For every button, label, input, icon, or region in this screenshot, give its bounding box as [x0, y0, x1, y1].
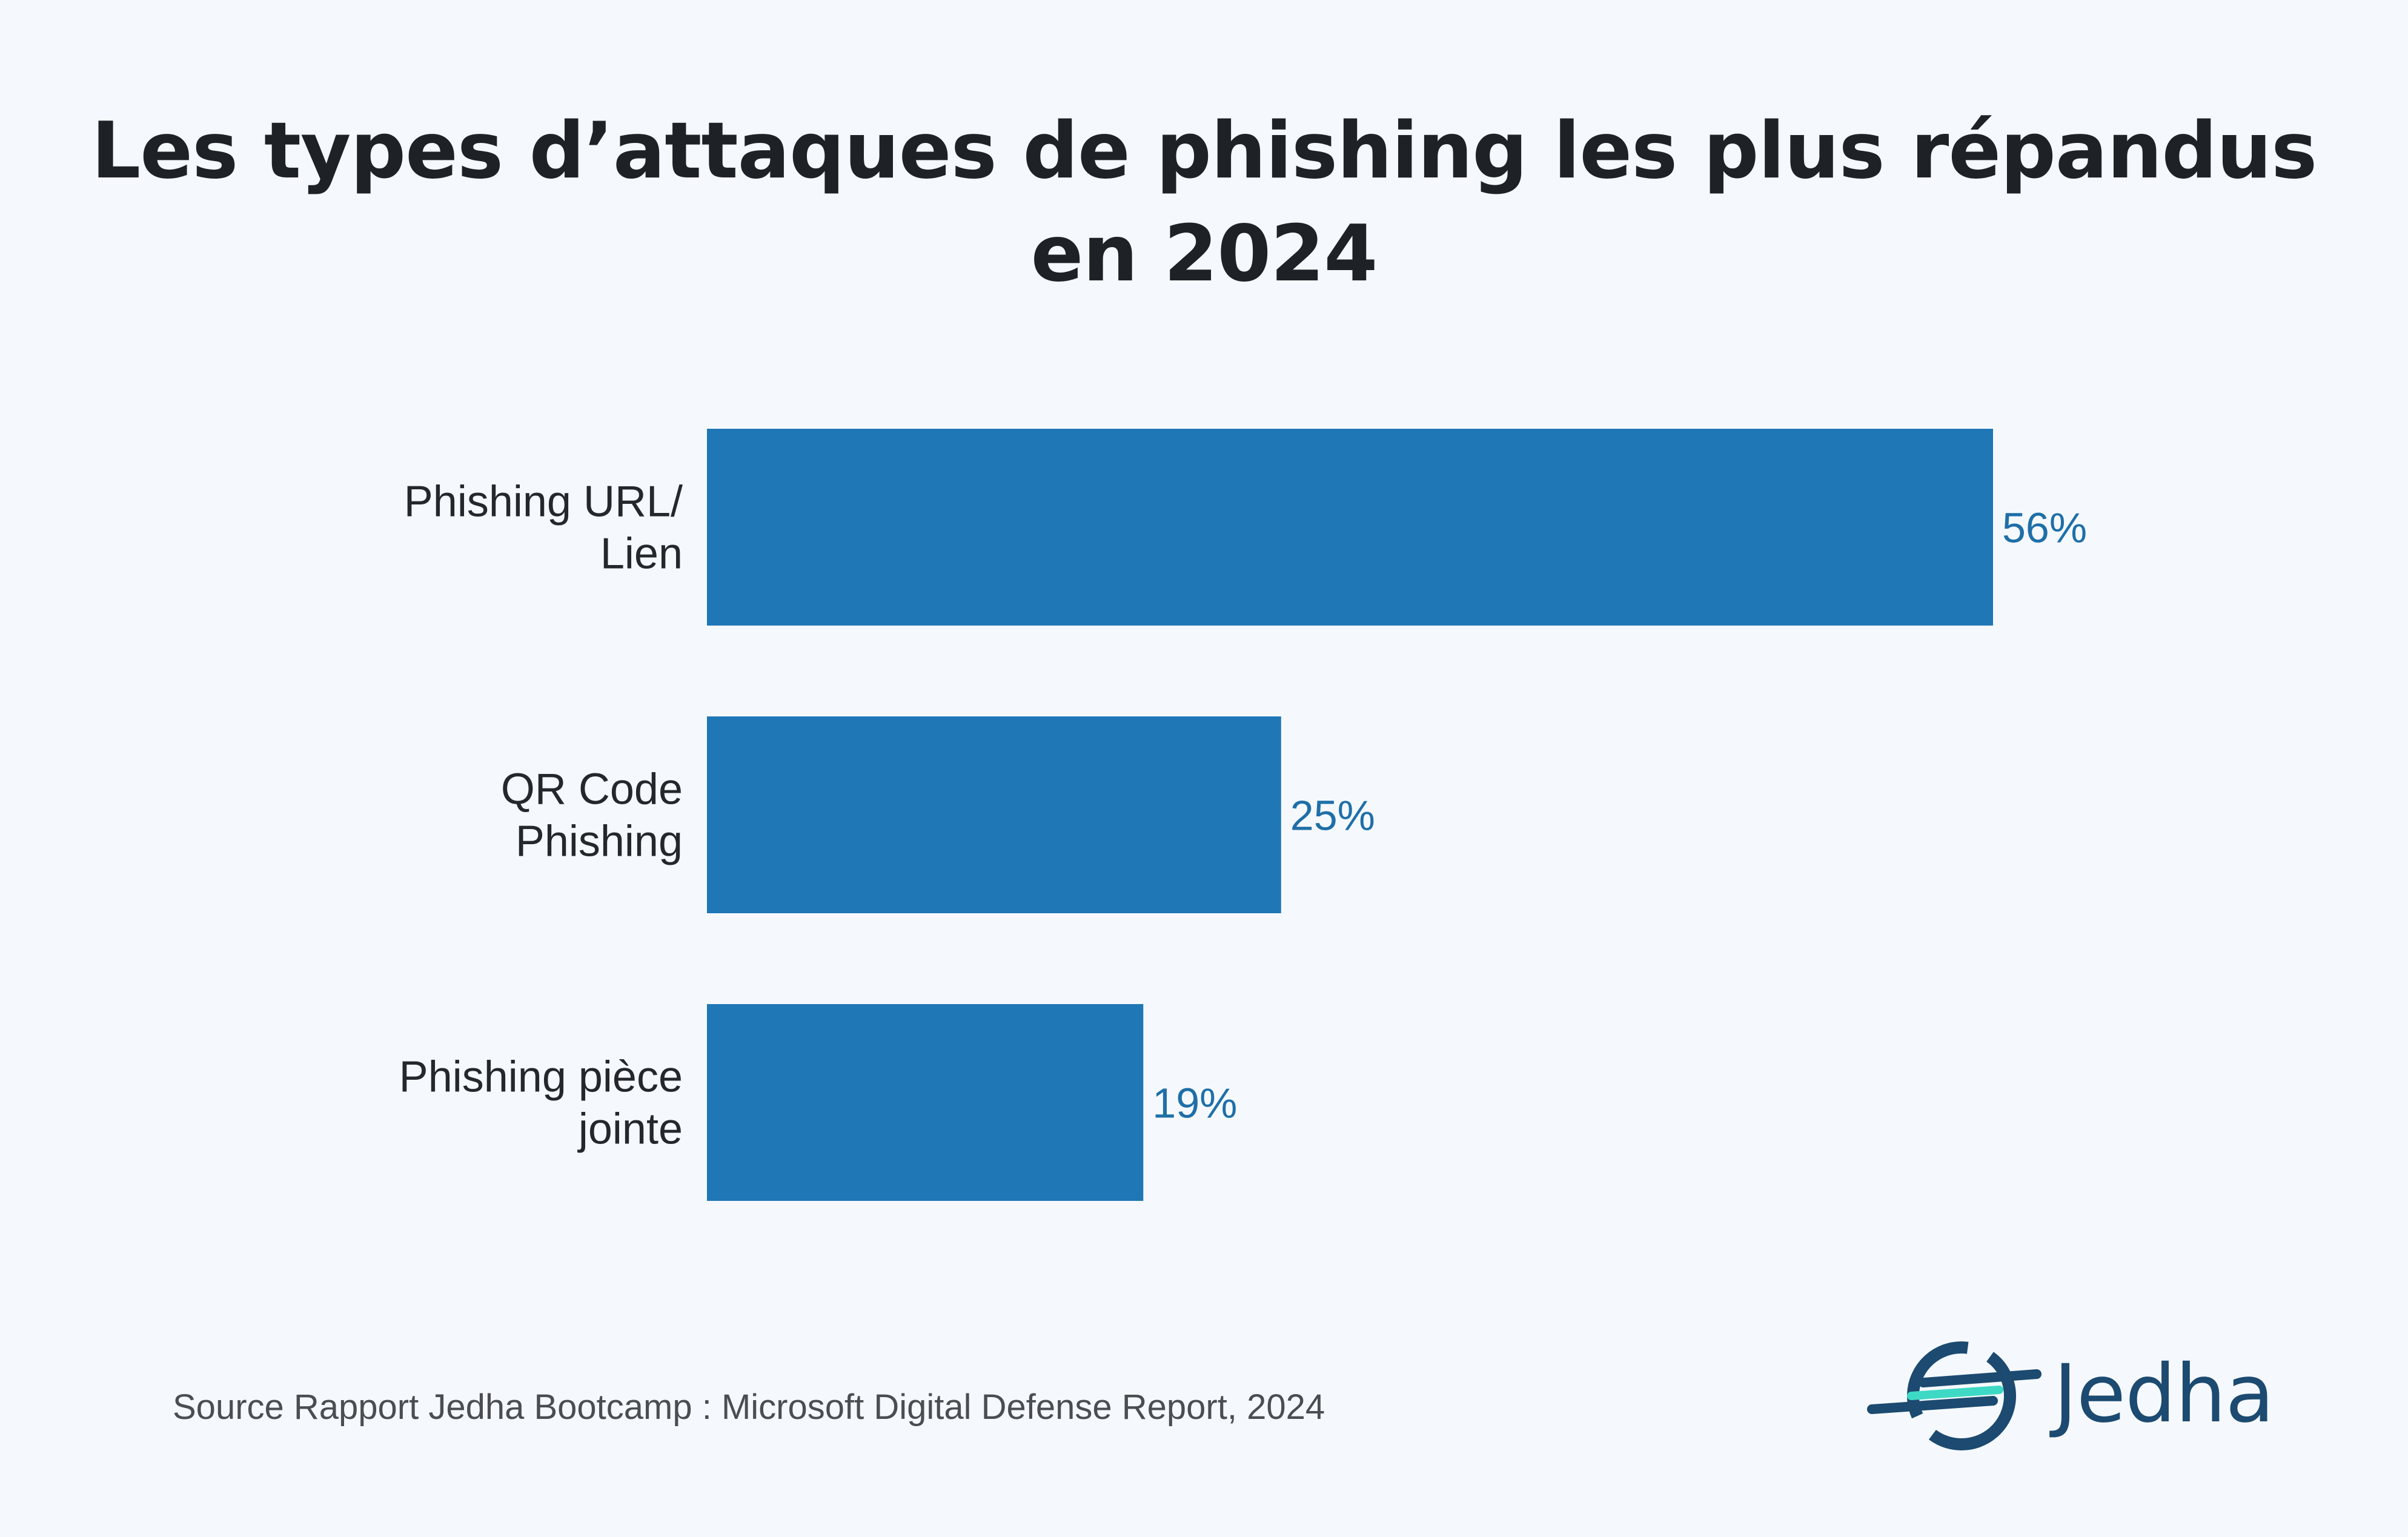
chart-title-line-2: en 2024 [1030, 209, 1378, 299]
bar-3 [707, 1004, 1144, 1201]
value-label-1: 56% [2002, 504, 2087, 552]
bar-1 [707, 429, 1993, 626]
category-label-3-line-1: Phishing pièce [399, 1053, 683, 1102]
category-label-2-line-2: Phishing [516, 818, 683, 866]
jedha-logo-icon [1867, 1341, 2041, 1450]
bar-2 [707, 716, 1281, 913]
jedha-logo: Jedha [1866, 1335, 2326, 1456]
jedha-logo-text: Jedha [2054, 1347, 2274, 1441]
category-label-1-line-1: Phishing URL/ [404, 478, 683, 526]
chart-title: Les types d’attaques de phishing les plu… [0, 100, 2408, 306]
source-caption: Source Rapport Jedha Bootcamp : Microsof… [173, 1387, 1325, 1427]
value-label-2: 25% [1290, 792, 1375, 839]
bars-layer [707, 429, 1993, 1201]
category-label-2-line-1: QR Code [501, 765, 683, 814]
category-label-1-line-2: Lien [600, 530, 683, 578]
value-labels: 56% 25% 19% [1152, 504, 2087, 1127]
chart-title-line-1: Les types d’attaques de phishing les plu… [91, 106, 2318, 196]
value-label-3: 19% [1152, 1080, 1237, 1127]
category-label-3-line-2: jointe [577, 1105, 683, 1154]
